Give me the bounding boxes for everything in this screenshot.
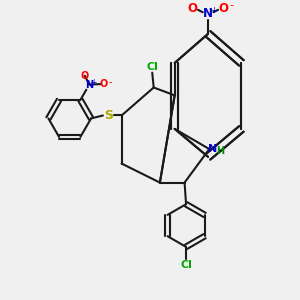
- Text: N: N: [85, 80, 93, 90]
- Text: N: N: [208, 144, 218, 154]
- Text: O: O: [81, 71, 89, 81]
- Text: +: +: [91, 78, 97, 87]
- Text: O: O: [100, 79, 108, 89]
- Text: +: +: [211, 6, 218, 15]
- Text: Cl: Cl: [180, 260, 192, 270]
- Text: -: -: [229, 0, 233, 11]
- Text: H: H: [217, 146, 225, 155]
- Text: S: S: [104, 109, 113, 122]
- Text: -: -: [109, 77, 112, 87]
- Text: O: O: [218, 2, 228, 15]
- Text: Cl: Cl: [146, 62, 158, 72]
- Text: N: N: [203, 7, 213, 20]
- Text: O: O: [188, 2, 198, 15]
